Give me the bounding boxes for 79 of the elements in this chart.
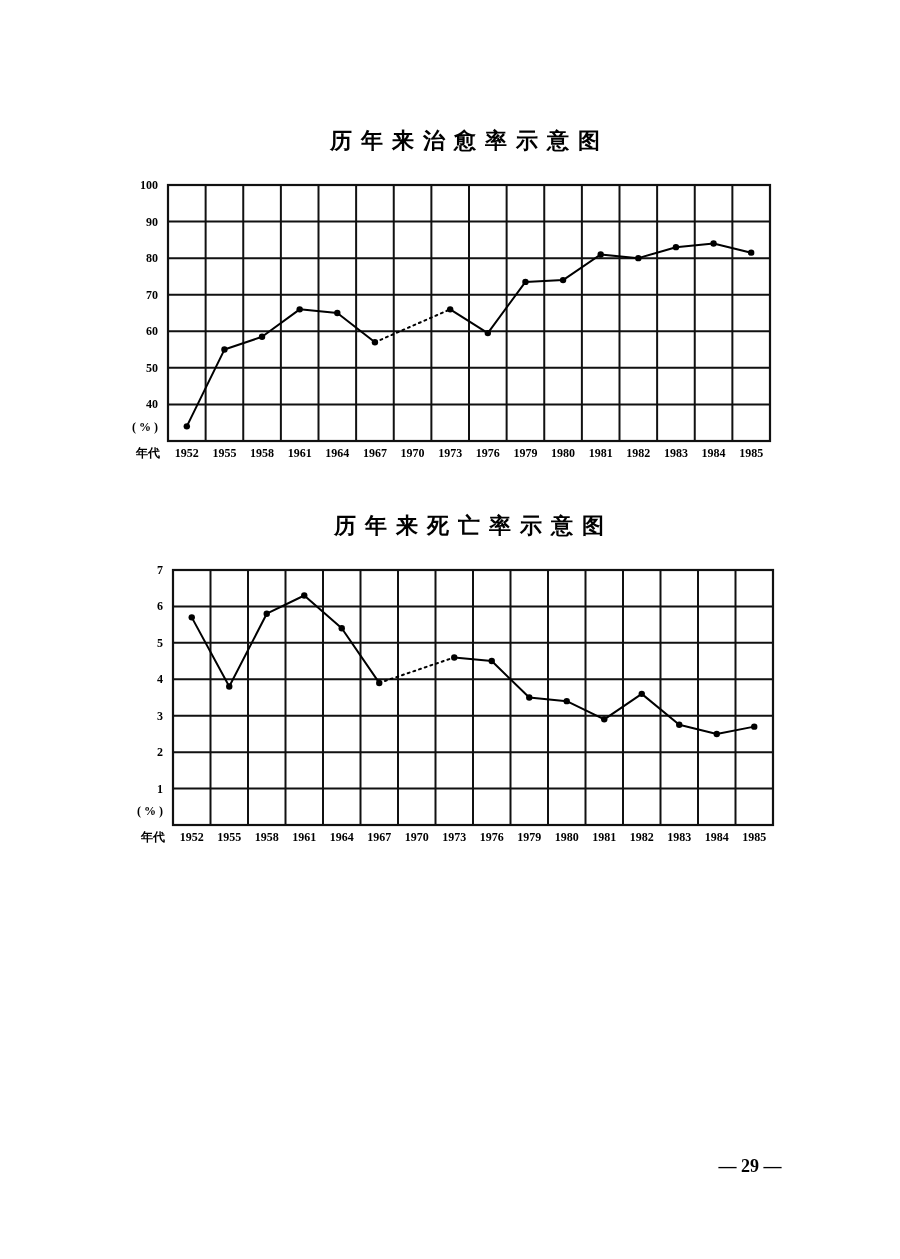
x-tick-label: 1967 bbox=[367, 830, 392, 844]
y-tick-label: 2 bbox=[157, 745, 163, 760]
x-tick-label: 1955 bbox=[212, 446, 237, 460]
x-tick-label: 1976 bbox=[475, 446, 500, 460]
x-tick-label: 1980 bbox=[554, 830, 579, 844]
point bbox=[635, 254, 642, 262]
point bbox=[676, 721, 683, 729]
point bbox=[597, 251, 604, 258]
point bbox=[526, 694, 533, 701]
y-tick-label: 50 bbox=[146, 360, 158, 375]
point bbox=[601, 716, 608, 723]
point bbox=[258, 333, 266, 340]
x-tick-label: 1985 bbox=[739, 446, 764, 460]
y-tick-label: 1 bbox=[157, 781, 163, 796]
x-tick-label: 1952 bbox=[179, 830, 204, 844]
x-tick-label: 1955 bbox=[217, 830, 242, 844]
point bbox=[338, 625, 345, 632]
chart-title: 历年来死亡率示意图 bbox=[332, 513, 613, 538]
point bbox=[484, 329, 492, 337]
point bbox=[710, 240, 717, 247]
x-tick-label: 1984 bbox=[704, 830, 729, 844]
y-tick-label: 80 bbox=[146, 251, 158, 266]
y-tick-label: 60 bbox=[146, 324, 158, 339]
point bbox=[301, 592, 308, 599]
x-tick-label: 1984 bbox=[701, 446, 726, 460]
x-tick-label: 1961 bbox=[292, 830, 317, 844]
text: — 29 — bbox=[717, 1156, 783, 1176]
y-axis-title: ( % ) bbox=[132, 420, 158, 434]
point bbox=[559, 276, 567, 284]
x-tick-label: 1979 bbox=[513, 446, 538, 460]
y-tick-label: 40 bbox=[146, 397, 158, 412]
x-tick-label: 1958 bbox=[250, 446, 275, 460]
point bbox=[263, 610, 270, 617]
y-tick-label: 4 bbox=[157, 672, 163, 687]
x-axis-title: 年代 bbox=[135, 446, 160, 460]
y-axis-title: ( % ) bbox=[137, 804, 163, 818]
y-tick-label: 90 bbox=[146, 214, 158, 229]
point bbox=[713, 730, 720, 738]
point bbox=[522, 278, 529, 286]
point bbox=[638, 690, 645, 698]
point bbox=[488, 657, 495, 665]
x-tick-label: 1983 bbox=[663, 446, 688, 460]
point bbox=[751, 723, 758, 730]
x-tick-label: 1985 bbox=[742, 830, 767, 844]
x-tick-label: 1983 bbox=[667, 830, 692, 844]
point bbox=[672, 243, 680, 251]
x-tick-label: 1970 bbox=[404, 830, 429, 844]
y-tick-label: 5 bbox=[157, 635, 163, 650]
x-tick-label: 1973 bbox=[442, 830, 467, 844]
y-tick-label: 70 bbox=[146, 287, 158, 302]
x-tick-label: 1967 bbox=[362, 446, 387, 460]
x-tick-label: 1982 bbox=[629, 830, 654, 844]
y-tick-label: 6 bbox=[157, 599, 163, 614]
point bbox=[334, 309, 341, 317]
point bbox=[183, 423, 191, 430]
x-tick-label: 1958 bbox=[254, 830, 279, 844]
x-axis-title: 年代 bbox=[140, 830, 165, 844]
y-tick-label: 100 bbox=[140, 178, 158, 192]
point bbox=[188, 614, 195, 621]
x-tick-label: 1979 bbox=[517, 830, 542, 844]
y-tick-label: 7 bbox=[157, 563, 163, 577]
point bbox=[563, 697, 570, 705]
x-tick-label: 1970 bbox=[400, 446, 425, 460]
chart-title: 历年来治愈率示意图 bbox=[328, 128, 609, 153]
x-tick-label: 1964 bbox=[329, 830, 354, 844]
x-tick-label: 1982 bbox=[626, 446, 651, 460]
x-tick-label: 1973 bbox=[438, 446, 463, 460]
x-tick-label: 1981 bbox=[592, 830, 617, 844]
point bbox=[747, 249, 755, 256]
x-tick-label: 1952 bbox=[174, 446, 199, 460]
point bbox=[226, 683, 233, 690]
x-tick-label: 1961 bbox=[287, 446, 312, 460]
point bbox=[221, 346, 228, 353]
y-tick-label: 3 bbox=[157, 708, 163, 723]
x-tick-label: 1976 bbox=[479, 830, 504, 844]
point bbox=[296, 306, 303, 313]
x-tick-label: 1981 bbox=[588, 446, 613, 460]
x-tick-label: 1964 bbox=[325, 446, 350, 460]
x-tick-label: 1980 bbox=[551, 446, 576, 460]
